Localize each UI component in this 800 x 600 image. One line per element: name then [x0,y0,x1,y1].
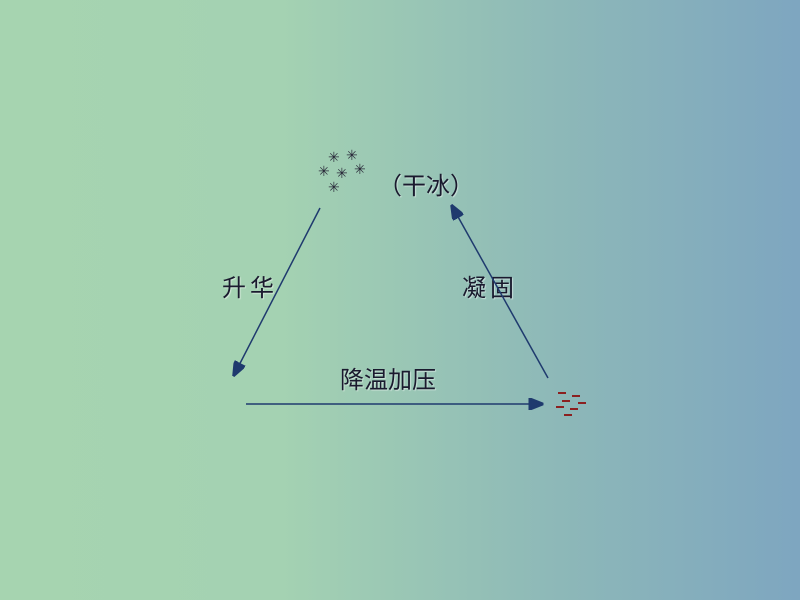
edge-label-sublimation: 升华 [222,268,278,303]
edge-label-cooling: 降温加压 [340,360,436,395]
edge-label-solidification: 凝固 [462,268,518,303]
top-node-label: （干冰） [378,166,474,201]
liquid-icon [556,392,596,422]
dry-ice-icon: ✳ ✳ ✳ ✳ ✳ ✳ [318,150,378,200]
arrows-svg [0,0,800,600]
